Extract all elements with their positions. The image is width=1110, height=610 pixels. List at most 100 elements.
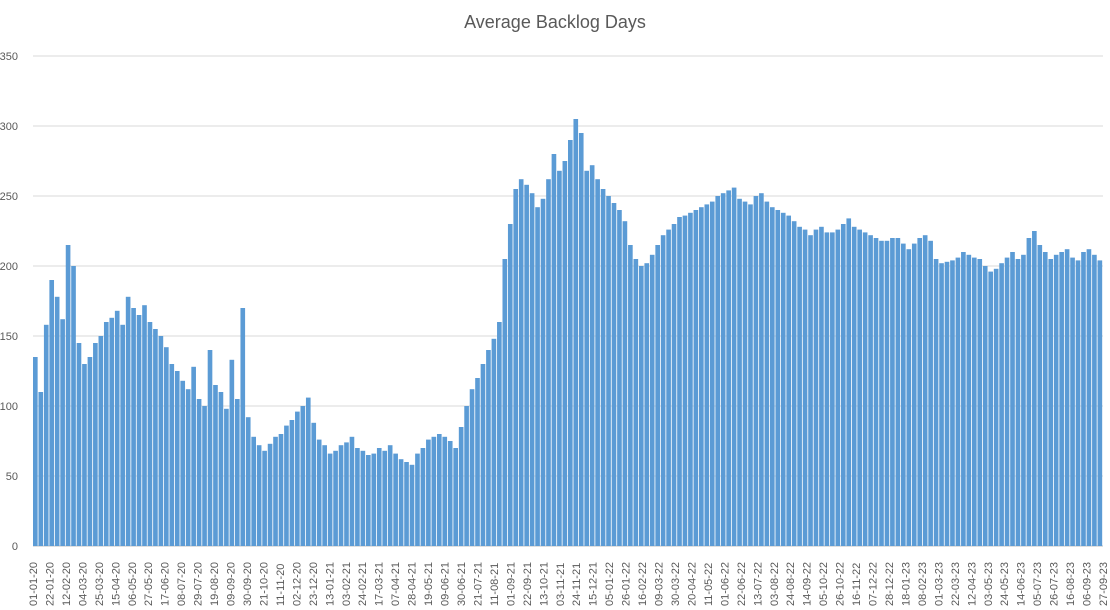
- bar: [158, 336, 164, 546]
- x-tick-label: 05-07-23: [1032, 562, 1044, 606]
- x-tick-label: 17-06-20: [160, 562, 172, 606]
- bar: [333, 450, 338, 546]
- bar: [507, 224, 513, 546]
- bar: [202, 406, 207, 546]
- bar: [726, 190, 731, 546]
- bar: [267, 443, 273, 546]
- bar: [1086, 249, 1092, 546]
- bar: [125, 296, 131, 546]
- bar: [376, 448, 382, 546]
- bar: [759, 193, 764, 546]
- x-tick-label: 03-02-21: [341, 562, 353, 606]
- x-tick-label: 15-04-20: [110, 562, 122, 606]
- x-tick-label: 20-04-22: [686, 562, 698, 606]
- bar: [415, 453, 420, 546]
- bar: [360, 450, 366, 546]
- y-tick-label: 50: [6, 471, 18, 483]
- x-tick-label: 02-12-20: [291, 562, 303, 606]
- bar: [633, 259, 639, 546]
- bar: [191, 366, 196, 546]
- x-tick-label: 21-10-20: [258, 562, 270, 606]
- bar: [622, 221, 628, 546]
- bar: [442, 436, 448, 546]
- x-tick-label: 22-06-22: [736, 562, 748, 606]
- bar: [1010, 252, 1015, 546]
- x-tick-label: 06-05-20: [127, 562, 139, 606]
- bar: [164, 347, 169, 546]
- bar: [764, 201, 770, 546]
- bar: [813, 229, 819, 546]
- bar: [780, 212, 786, 547]
- x-tick-label: 03-11-21: [555, 563, 567, 606]
- bar: [677, 217, 682, 546]
- bar: [879, 240, 884, 547]
- bar: [420, 448, 426, 546]
- bar: [371, 453, 377, 546]
- bar: [382, 450, 388, 546]
- bar: [906, 249, 912, 546]
- bar: [93, 343, 98, 546]
- bar: [529, 193, 535, 546]
- x-tick-label: 16-02-22: [637, 562, 649, 606]
- bar: [185, 389, 191, 546]
- x-tick-label: 13-01-21: [324, 562, 336, 606]
- x-tick-label: 09-06-21: [440, 562, 452, 606]
- bar: [49, 280, 55, 546]
- bar: [207, 350, 213, 546]
- x-tick-label: 22-09-21: [522, 562, 534, 606]
- bar: [475, 378, 480, 546]
- x-tick-label: 08-07-20: [176, 562, 188, 606]
- x-tick-label: 19-08-20: [209, 562, 221, 606]
- bar: [638, 266, 644, 546]
- y-tick-label: 200: [0, 261, 18, 273]
- bar: [234, 399, 240, 546]
- x-tick-label: 21-07-21: [472, 562, 484, 606]
- bar: [682, 215, 688, 546]
- bar: [398, 459, 404, 546]
- bar: [797, 226, 802, 547]
- x-tick-label: 26-10-22: [835, 562, 847, 606]
- x-tick-label: 30-03-22: [670, 562, 682, 606]
- y-tick-label: 100: [0, 401, 18, 413]
- bar: [338, 445, 344, 546]
- bar: [43, 324, 49, 546]
- bar: [562, 161, 568, 546]
- x-tick-label: 12-04-23: [966, 562, 978, 606]
- bar: [114, 310, 120, 546]
- bar: [584, 170, 590, 547]
- bar: [404, 462, 409, 546]
- bar: [436, 434, 442, 546]
- x-tick-label: 05-01-22: [604, 562, 616, 606]
- bar: [502, 259, 508, 546]
- bar: [890, 238, 895, 546]
- bar: [295, 411, 300, 546]
- x-tick-label: 14-09-22: [802, 562, 814, 606]
- bar: [824, 232, 830, 546]
- bar: [862, 232, 868, 546]
- x-tick-label: 24-05-23: [999, 562, 1011, 606]
- bar: [38, 392, 44, 546]
- bar: [518, 179, 524, 546]
- bar: [802, 229, 808, 546]
- bar: [82, 364, 87, 546]
- bar: [480, 364, 486, 546]
- x-tick-label: 09-09-20: [226, 562, 238, 606]
- x-tick-label: 24-02-21: [357, 562, 369, 606]
- bar: [273, 436, 278, 546]
- bar: [704, 204, 710, 546]
- x-tick-label: 01-01-20: [28, 562, 40, 606]
- bar: [693, 210, 699, 546]
- bar: [1070, 257, 1075, 546]
- bar: [775, 210, 781, 546]
- bar: [999, 263, 1004, 546]
- bar: [884, 240, 890, 547]
- x-tick-label: 29-07-20: [193, 562, 205, 606]
- bar: [606, 196, 611, 546]
- bar: [1026, 238, 1032, 546]
- x-tick-label: 25-03-20: [94, 562, 106, 606]
- bar: [1059, 252, 1064, 546]
- bar: [1081, 252, 1086, 546]
- y-tick-label: 350: [0, 51, 18, 63]
- bar: [917, 238, 923, 546]
- x-tick-label: 13-07-22: [752, 562, 764, 606]
